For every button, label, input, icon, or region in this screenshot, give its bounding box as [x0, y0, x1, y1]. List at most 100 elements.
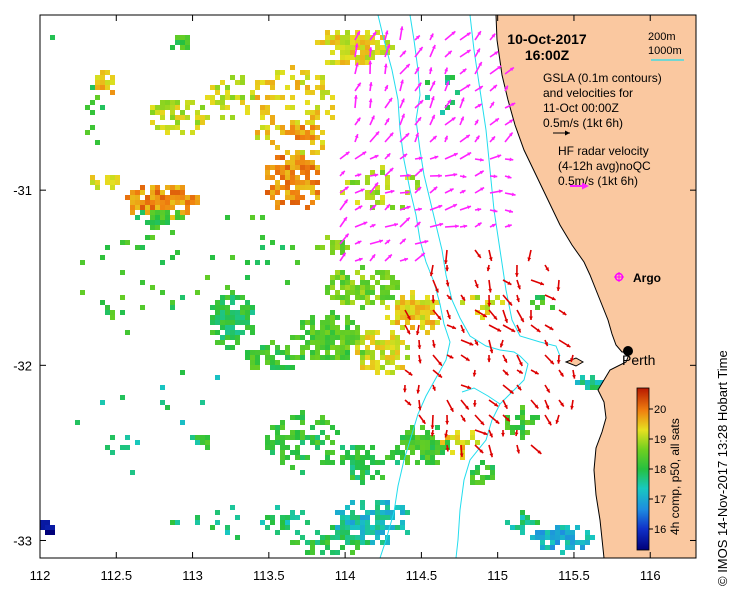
- sst-pixel: [270, 445, 275, 450]
- sst-pixel: [320, 540, 325, 545]
- sst-pixel: [310, 200, 315, 205]
- gsla-arrow: [399, 257, 409, 262]
- sst-pixel: [355, 200, 360, 205]
- sst-pixel: [230, 320, 235, 325]
- sst-pixel: [305, 185, 310, 190]
- sst-pixel: [50, 525, 55, 530]
- sst-pixel: [180, 45, 185, 50]
- sst-pixel: [190, 435, 195, 440]
- sst-pixel: [350, 300, 355, 305]
- sst-pixel: [385, 340, 390, 345]
- hf-radar-arrow: [530, 324, 541, 333]
- sst-pixel: [485, 465, 490, 470]
- sst-pixel: [380, 45, 385, 50]
- gsla-arrow: [384, 167, 394, 177]
- sst-pixel: [175, 195, 180, 200]
- sst-pixel: [340, 345, 345, 350]
- hf-radar-arrow: [445, 264, 449, 272]
- sst-pixel: [225, 90, 230, 95]
- sst-pixel: [355, 455, 360, 460]
- sst-pixel: [385, 270, 390, 275]
- sst-pixel: [385, 455, 390, 460]
- sst-pixel: [320, 330, 325, 335]
- sst-pixel: [515, 525, 520, 530]
- sst-pixel: [365, 55, 370, 60]
- hf-radar-arrow: [487, 354, 491, 363]
- hf-radar-arrow: [460, 324, 465, 334]
- gsla-arrow: [399, 238, 407, 245]
- sst-pixel: [380, 500, 385, 505]
- sst-pixel: [395, 450, 400, 455]
- sst-pixel: [195, 195, 200, 200]
- sst-pixel: [325, 320, 330, 325]
- sst-pixel: [120, 395, 125, 400]
- sst-pixel: [285, 150, 290, 155]
- sst-pixel: [385, 315, 390, 320]
- gsla-arrow: [384, 203, 391, 211]
- sst-pixel: [290, 65, 295, 70]
- sst-pixel: [280, 170, 285, 175]
- sst-pixel: [205, 445, 210, 450]
- sst-pixel: [360, 280, 365, 285]
- sst-pixel: [355, 270, 360, 275]
- sst-pixel: [315, 170, 320, 175]
- sst-pixel: [305, 165, 310, 170]
- hf-radar-arrow: [474, 414, 485, 426]
- sst-pixel: [425, 295, 430, 300]
- sst-pixel: [345, 315, 350, 320]
- gsla-arrow: [369, 115, 375, 126]
- gsla-arrow: [414, 34, 421, 41]
- gsla-arrow: [444, 30, 456, 41]
- sst-pixel: [330, 310, 335, 315]
- sst-pixel: [360, 360, 365, 365]
- sst-pixel: [360, 465, 365, 470]
- sst-pixel: [520, 405, 525, 410]
- sst-pixel: [195, 125, 200, 130]
- sst-pixel: [300, 170, 305, 175]
- sst-pixel: [250, 310, 255, 315]
- sst-pixel: [535, 530, 540, 535]
- sst-pixel: [340, 335, 345, 340]
- sst-pixel: [340, 270, 345, 275]
- hf-radar-arrow: [516, 294, 520, 303]
- sst-pixel: [500, 300, 505, 305]
- sst-pixel: [365, 180, 370, 185]
- sst-pixel: [455, 430, 460, 435]
- sst-pixel: [260, 105, 265, 110]
- sst-pixel: [475, 480, 480, 485]
- sst-pixel: [295, 515, 300, 520]
- sst-pixel: [225, 335, 230, 340]
- sst-pixel: [335, 530, 340, 535]
- sst-pixel: [310, 190, 315, 195]
- sst-pixel: [170, 185, 175, 190]
- sst-pixel: [100, 85, 105, 90]
- sst-pixel: [335, 315, 340, 320]
- sst-pixel: [360, 535, 365, 540]
- sst-pixel: [130, 205, 135, 210]
- sst-pixel: [315, 105, 320, 110]
- sst-pixel: [85, 130, 90, 135]
- sst-pixel: [410, 300, 415, 305]
- sst-pixel: [360, 515, 365, 520]
- sst-pixel: [415, 460, 420, 465]
- sst-pixel: [335, 275, 340, 280]
- sst-pixel: [260, 115, 265, 120]
- sst-pixel: [165, 125, 170, 130]
- hf-radar-arrow: [516, 444, 521, 454]
- sst-pixel: [270, 115, 275, 120]
- sst-pixel: [250, 95, 255, 100]
- sst-pixel: [140, 185, 145, 190]
- sst-pixel: [180, 195, 185, 200]
- sst-pixel: [225, 325, 230, 330]
- sst-pixel: [285, 180, 290, 185]
- gsla-arrow: [369, 154, 379, 160]
- sst-pixel: [450, 75, 455, 80]
- sst-pixel: [350, 445, 355, 450]
- sst-pixel: [290, 355, 295, 360]
- sst-pixel: [385, 285, 390, 290]
- sst-pixel: [95, 95, 100, 100]
- sst-pixel: [280, 420, 285, 425]
- gsla-arrow: [339, 151, 350, 160]
- sst-pixel: [385, 355, 390, 360]
- sst-pixel: [350, 540, 355, 545]
